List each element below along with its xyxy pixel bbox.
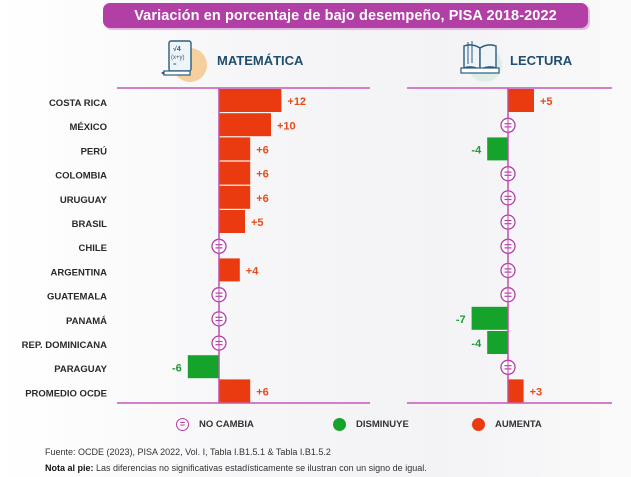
legend-decrease: DISMINUYE [333,418,409,431]
data-label: +10 [277,120,296,132]
data-label: +6 [256,145,269,157]
legend-no-change: = NO CAMBIA [176,418,254,431]
category-label: BRASIL [72,219,108,230]
bar [187,355,219,379]
source-text: OCDE (2023), PISA 2022, Vol. I, Tabla I.… [75,447,331,457]
bar [487,137,508,161]
category-label: PERÚ [81,145,108,157]
category-label: PROMEDIO OCDE [25,388,107,399]
category-label: MÉXICO [70,122,107,133]
bar [219,161,251,185]
bar [508,379,524,403]
math-subject-label: MATEMÁTICA [217,52,304,68]
bar [471,306,508,330]
category-label: URUGUAY [60,195,108,206]
category-label: REP. DOMINICANA [22,340,107,351]
legend-label: AUMENTA [495,419,542,430]
reading-subject-label: LECTURA [510,52,573,68]
source-label: Fuente: [45,447,76,457]
note-text: Las diferencias no significativas estadí… [93,463,427,473]
data-label: +12 [287,96,306,108]
data-label: +5 [540,96,553,108]
reading-header: LECTURA [460,38,572,82]
green-dot-icon [333,418,346,431]
category-label: PARAGUAY [54,364,107,375]
category-label: COLOMBIA [55,171,107,182]
bar [487,331,508,354]
bar [219,113,271,137]
svg-text:=: = [173,62,177,68]
data-label: -7 [456,314,466,326]
category-label: CHILE [79,243,108,254]
category-label: PANAMÁ [66,316,107,327]
bar [219,258,240,282]
legend-increase: AUMENTA [472,418,542,431]
data-label: +5 [251,217,264,229]
bar [219,185,251,209]
data-label: +6 [256,193,269,205]
category-label: ARGENTINA [51,267,108,278]
category-label: COSTA RICA [49,98,107,109]
bar [219,210,245,233]
data-label: +4 [246,266,259,278]
legend-label: DISMINUYE [356,419,409,430]
math-header: √4 (x+y) = MATEMÁTICA [161,38,303,82]
bar-chart: COSTA RICA MÉXICO PERÚ COLOMBIA URUGUAY BRASI… [22,87,612,404]
svg-text:(x+y): (x+y) [171,55,185,61]
data-label: -4 [471,145,482,157]
data-label: +6 [256,169,269,181]
chart-title: Variación en porcentaje de bajo desempeñ… [103,3,588,28]
data-label: +6 [256,387,269,399]
red-dot-icon [472,418,485,431]
bar [219,379,251,403]
note-label: Nota al pie: [45,463,94,473]
bar [219,89,282,112]
equals-circle-icon: = [176,418,189,431]
data-label: +3 [530,387,543,399]
legend-label: NO CAMBIA [199,419,254,430]
data-label: -6 [172,362,182,374]
open-book-icon [460,38,506,82]
math-formula-icon: √4 (x+y) = [161,38,207,82]
bar [219,137,251,161]
svg-text:√4: √4 [173,45,181,53]
bar [508,89,534,112]
data-label: -4 [471,338,482,350]
footnote: Nota al pie: Las diferencias no signific… [45,463,427,473]
source-note: Fuente: OCDE (2023), PISA 2022, Vol. I, … [45,447,331,457]
category-label: GUATEMALA [47,292,107,303]
